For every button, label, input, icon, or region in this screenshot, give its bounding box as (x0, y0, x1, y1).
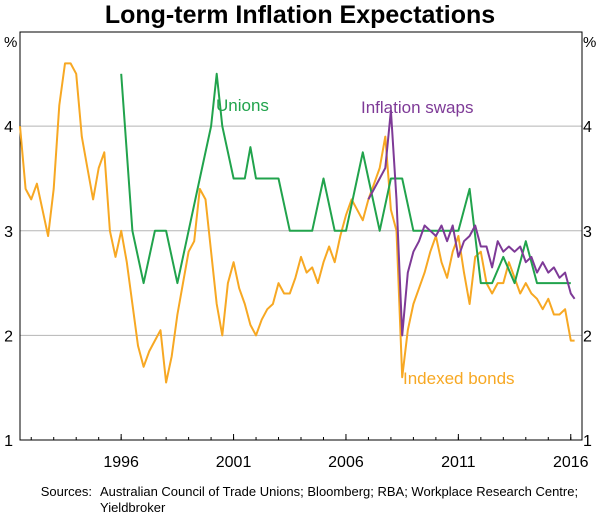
y-tick-left-1: 1 (4, 433, 13, 450)
x-axis-labels: 1996 2001 2006 2011 2016 (30, 434, 589, 471)
x-tick-2001: 2001 (216, 454, 252, 471)
chart-svg: 1 1 2 2 3 3 4 4 1996 2001 2006 2011 2016 % % Unions… (4, 31, 596, 471)
series-indexed-bonds-line (19, 62, 575, 384)
x-tick-2006: 2006 (328, 454, 364, 471)
y-tick-left-2: 2 (4, 328, 13, 345)
series-lines (19, 62, 576, 384)
x-tick-2011: 2011 (441, 454, 476, 471)
series-inflation-swaps-line (367, 109, 576, 337)
chart-title: Long-term Inflation Expectations (104, 1, 496, 29)
y-tick-right-3: 3 (583, 224, 592, 241)
indexed-bonds-label: Indexed bonds (403, 369, 515, 388)
inflation-swaps-label: Inflation swaps (361, 98, 473, 117)
y-axis-labels: 1 1 2 2 3 3 4 4 (4, 119, 592, 450)
y-axis-unit-right: % (583, 34, 596, 51)
y-axis-unit-left: % (4, 34, 17, 51)
y-tick-right-2: 2 (583, 328, 592, 345)
y-tick-right-4: 4 (583, 119, 592, 136)
sources-heading: Sources: (40, 484, 92, 499)
y-tick-right-1: 1 (583, 433, 592, 450)
y-tick-left-3: 3 (4, 224, 13, 241)
sources-text: Australian Council of Trade Unions; Bloo… (100, 484, 579, 515)
unions-label: Unions (216, 96, 269, 115)
series-unions-line (120, 72, 571, 285)
y-tick-left-4: 4 (4, 119, 13, 136)
x-tick-1996: 1996 (103, 454, 139, 471)
x-tick-2016: 2016 (553, 454, 589, 471)
